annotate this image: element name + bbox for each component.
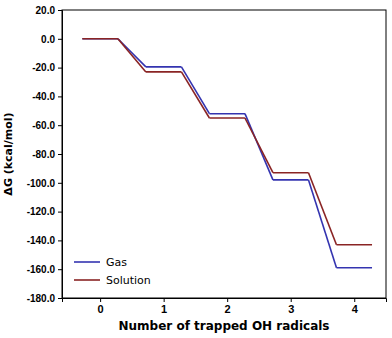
plot-area	[82, 39, 372, 268]
y-tick-label: -20.0	[32, 62, 55, 73]
y-tick-label: 0.0	[41, 34, 55, 45]
connector	[181, 72, 209, 118]
legend: Gas Solution	[74, 256, 151, 287]
x-tick-label: 1	[161, 303, 167, 315]
y-tick-label: -140.0	[27, 235, 56, 246]
y-tick: 0.0	[41, 34, 62, 45]
legend-label: Solution	[106, 274, 151, 287]
legend-swatch	[74, 261, 100, 263]
y-tick-mark	[58, 10, 62, 11]
y-tick-mark	[58, 154, 62, 155]
energy-level	[146, 71, 182, 73]
x-tick: 0	[98, 298, 104, 315]
series	[82, 39, 372, 268]
connector	[181, 67, 209, 114]
x-tick: 2	[225, 298, 231, 315]
y-tick-mark	[58, 240, 62, 241]
x-tick-mark	[227, 298, 228, 302]
legend-label: Gas	[106, 256, 127, 269]
x-tick-label: 0	[98, 303, 104, 315]
energy-level	[209, 117, 245, 119]
connector	[308, 173, 336, 245]
y-tick-label: -100.0	[27, 178, 56, 189]
y-tick-label: -160.0	[27, 264, 56, 275]
energy-level	[336, 244, 372, 246]
connector	[245, 114, 273, 180]
y-tick-label: -40.0	[32, 91, 55, 102]
y-tick: -40.0	[32, 91, 62, 102]
y-tick-mark	[58, 68, 62, 69]
x-tick-label: 4	[352, 303, 359, 315]
x-tick-label: 2	[225, 303, 231, 315]
y-tick-mark	[58, 212, 62, 213]
x-tick: 4	[352, 298, 359, 315]
y-tick-mark	[58, 269, 62, 270]
y-tick: -160.0	[27, 264, 62, 275]
x-tick-mark	[354, 298, 355, 302]
x-tick: 1	[161, 298, 167, 315]
connector	[118, 39, 146, 72]
x-tick-mark	[100, 298, 101, 302]
y-axis: -180.0 -160.0 -140.0 -120.0 -100.0 -80.0 -60.0…	[27, 5, 63, 304]
connector	[245, 118, 273, 173]
y-tick-label: 20.0	[36, 5, 56, 16]
x-axis: 0 1 2 3 4	[63, 298, 387, 315]
y-tick-label: -60.0	[32, 120, 55, 131]
y-tick: -120.0	[27, 206, 62, 217]
energy-level	[209, 113, 245, 115]
chart: -180.0 -160.0 -140.0 -120.0 -100.0 -80.0 -60.0…	[0, 0, 392, 338]
y-tick-label: -180.0	[27, 293, 56, 304]
y-tick: -100.0	[27, 178, 62, 189]
energy-level	[82, 38, 118, 40]
y-tick-mark	[58, 96, 62, 97]
connector	[308, 180, 336, 268]
y-tick-label: -80.0	[32, 149, 55, 160]
y-tick-mark	[58, 298, 62, 299]
legend-swatch	[74, 279, 100, 281]
y-tick: -180.0	[27, 293, 62, 304]
y-tick: -80.0	[32, 149, 62, 160]
energy-level	[273, 179, 309, 181]
plot-frame	[62, 10, 386, 298]
y-tick-mark	[58, 39, 62, 40]
energy-level	[82, 38, 118, 40]
y-tick-mark	[58, 125, 62, 126]
y-axis-line	[58, 11, 63, 299]
y-tick: -20.0	[32, 62, 62, 73]
y-tick-mark	[58, 183, 62, 184]
x-tick-label: 3	[288, 303, 294, 315]
y-axis-title: ΔG (kcal/mol)	[2, 112, 15, 195]
energy-level	[336, 267, 372, 269]
x-tick-mark	[164, 298, 165, 302]
energy-level	[146, 66, 182, 68]
x-axis-line	[63, 299, 387, 303]
y-tick-label: -120.0	[27, 206, 56, 217]
energy-level	[273, 172, 309, 174]
y-tick: 20.0	[36, 5, 62, 16]
series	[82, 39, 372, 245]
y-tick: -60.0	[32, 120, 62, 131]
x-tick: 3	[288, 298, 294, 315]
x-axis-title: Number of trapped OH radicals	[118, 319, 329, 333]
x-tick-mark	[291, 298, 292, 302]
y-tick: -140.0	[27, 235, 62, 246]
